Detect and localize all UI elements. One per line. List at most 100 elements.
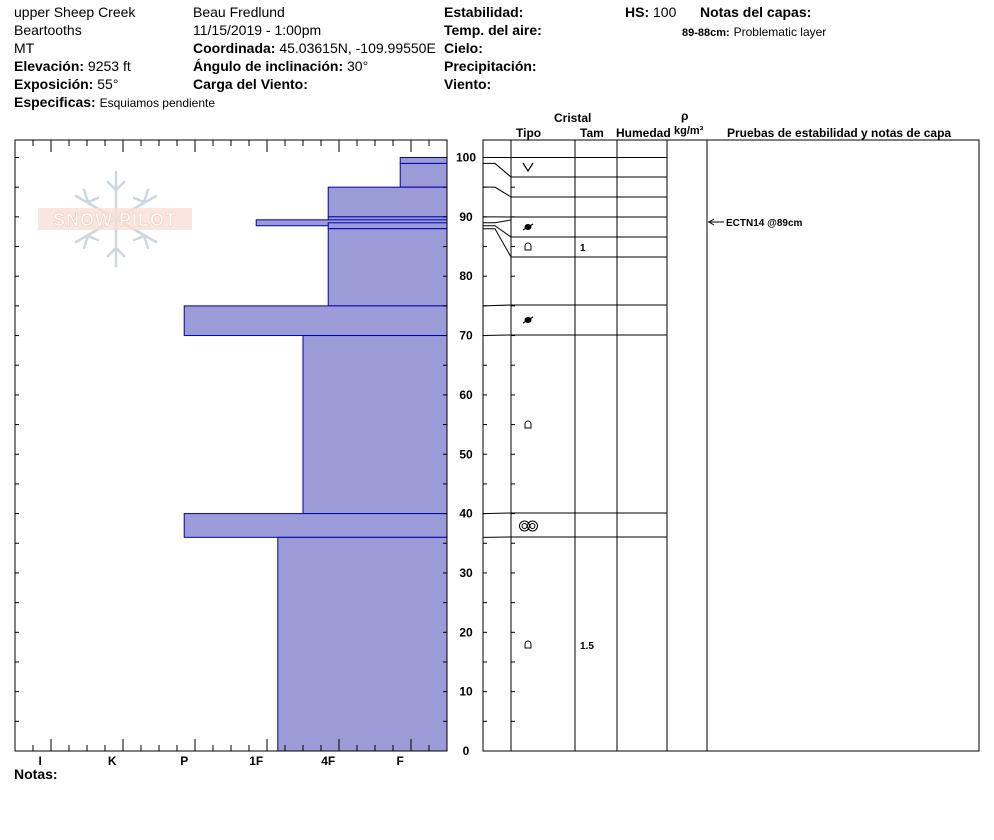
wind-label: Viento:	[444, 76, 492, 92]
fragment-icon-stroke	[522, 316, 534, 324]
location-name: upper Sheep Creek	[14, 4, 136, 20]
crystal-size-label: 1.5	[580, 641, 594, 652]
depth-label: 70	[459, 329, 473, 343]
crystal-symbols: 11.5	[519, 162, 594, 652]
hs-label: HS:	[625, 4, 650, 20]
layer-connector	[483, 186, 512, 198]
slope-row: Ángulo de inclinación: 30°	[193, 58, 368, 74]
depth-label: 90	[459, 210, 473, 224]
layer-boundary-lines	[482, 157, 667, 538]
layer-note-range: 89-88cm:	[682, 27, 730, 39]
layer-notes-label: Notas del capas:	[700, 4, 812, 20]
hardness-label: I	[39, 754, 42, 768]
stability-label: Estabilidad:	[444, 4, 524, 20]
depth-label: 100	[456, 151, 476, 165]
precipitation-icon	[522, 162, 534, 173]
rounded-grain-symbol	[524, 242, 532, 251]
layer-note: 89-88cm: Problematic layer	[682, 23, 826, 41]
observer-name: Beau Fredlund	[193, 4, 285, 20]
notes-label: Notas:	[14, 766, 58, 782]
rounded-grain-symbol	[524, 640, 532, 649]
decomposing-fragment-symbol	[522, 316, 534, 324]
depth-label: 40	[459, 507, 473, 521]
size-header: Tam	[580, 126, 604, 140]
elevation-value: 9253 ft	[87, 58, 131, 74]
hardness-bar	[399, 157, 448, 164]
hardness-label: F	[397, 754, 404, 768]
rounded-grain-icon	[524, 640, 532, 649]
rounded-grain-symbol	[524, 420, 532, 429]
layer-connector	[482, 334, 512, 337]
hardness-label: P	[180, 754, 188, 768]
depth-label: 20	[459, 625, 473, 639]
mountain-range: Beartooths	[14, 22, 82, 38]
elevation-row: Elevación: 9253 ft	[14, 58, 131, 74]
layer-note-text: Problematic layer	[733, 25, 827, 39]
hardness-bar	[183, 305, 448, 337]
slope-value: 30°	[347, 58, 369, 74]
hardness-bar	[399, 162, 448, 188]
hardness-bar	[277, 536, 448, 752]
specifics-row: Especificas: Esquiamos pendiente	[14, 94, 215, 111]
layer-connector	[482, 512, 512, 515]
rounded-grain-icon	[524, 420, 532, 429]
fragment-icon-stroke	[522, 223, 534, 231]
specifics-value: Esquiamos pendiente	[99, 96, 216, 110]
stability-test-label: ECTN14 @89cm	[726, 218, 803, 229]
type-header: Tipo	[516, 126, 542, 140]
precipitation-label: Precipitación:	[444, 58, 537, 74]
snowpilot-logo: SNOW PILOT	[38, 170, 192, 268]
layer-table-frame	[482, 139, 980, 752]
rounded-grain-icon	[524, 242, 532, 251]
coordinate-row: Coordinada: 45.03615N, -109.99550E	[193, 40, 436, 56]
aspect-row: Exposición: 55°	[14, 76, 118, 92]
hardness-axis-labels: I K P 1F 4F F	[39, 754, 404, 768]
decomposing-fragment-symbol	[522, 223, 534, 231]
logo-text: SNOW PILOT	[53, 210, 177, 230]
hs-value: 100	[653, 4, 677, 20]
depth-label: 50	[459, 447, 473, 461]
layer-connector	[483, 228, 512, 258]
sky-label: Cielo:	[444, 40, 483, 56]
depth-label: 60	[459, 388, 473, 402]
depth-axis-labels: 0 10 20 30 40 50 60 70 80 90 100	[456, 151, 476, 759]
hardness-bar	[302, 335, 448, 515]
hardness-label: K	[108, 754, 117, 768]
crust-icon	[529, 523, 536, 529]
depth-label: 30	[459, 566, 473, 580]
layer-connector	[483, 162, 512, 178]
hardness-label: 4F	[321, 754, 335, 768]
hardness-bars	[183, 157, 448, 752]
coordinate-label: Coordinada:	[193, 40, 276, 56]
test-arrow-icon	[708, 218, 715, 226]
hardness-bar	[327, 222, 448, 230]
hardness-bar	[327, 186, 448, 218]
crust-icon	[527, 520, 538, 532]
depth-label: 0	[463, 744, 470, 758]
hardness-label: 1F	[249, 754, 263, 768]
aspect-label: Exposición:	[14, 76, 94, 92]
layer-connector	[482, 304, 512, 307]
depth-label: 80	[459, 269, 473, 283]
moisture-header: Humedad	[616, 126, 671, 140]
rho-header: ρ	[681, 109, 689, 123]
precipitation-particle-symbol	[522, 162, 534, 173]
wind-load-label: Carga del Viento:	[193, 76, 308, 92]
hs-row: HS: 100	[625, 4, 676, 20]
hardness-bar	[183, 513, 448, 538]
density-unit-header: kg/m³	[674, 125, 704, 137]
depth-label: 10	[459, 685, 473, 699]
crystal-header: Cristal	[554, 111, 592, 125]
coordinate-value: 45.03615N, -109.99550E	[279, 40, 436, 56]
hardness-bar	[327, 228, 448, 307]
crystal-size-label: 1	[580, 243, 586, 254]
aspect-value: 55°	[97, 76, 119, 92]
slope-label: Ángulo de inclinación:	[193, 58, 344, 74]
state: MT	[14, 40, 35, 56]
melt-freeze-crust-symbol	[519, 520, 538, 532]
specifics-label: Especificas:	[14, 94, 96, 110]
layer-connector	[483, 219, 512, 224]
crust-icon	[521, 523, 528, 529]
stability-tests-header: Pruebas de estabilidad y notas de capa	[727, 126, 952, 140]
